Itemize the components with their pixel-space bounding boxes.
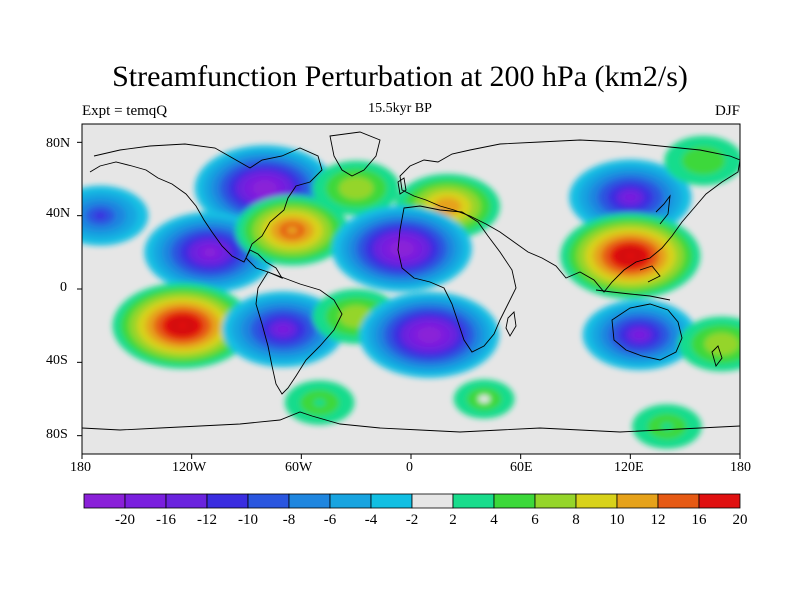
colorbar-swatch-0	[83, 493, 126, 509]
contour-core-12	[423, 330, 436, 339]
contour-core-7	[395, 244, 408, 253]
colorbar-swatch-13	[616, 493, 659, 509]
colorbar-label-7: -2	[405, 512, 419, 528]
colorbar-swatch-3	[206, 493, 249, 509]
contour-core-13	[633, 330, 646, 339]
colorbar-label-13: 12	[650, 512, 666, 528]
colorbar-swatch-8	[411, 493, 454, 509]
contour-core-6	[286, 226, 299, 235]
contour-core-18	[660, 422, 673, 431]
colorbar-swatch-11	[534, 493, 577, 509]
lat-label-40n: 40N	[46, 206, 71, 221]
contour-field	[82, 135, 740, 449]
lon-label-60e: 60E	[510, 460, 533, 475]
lon-label-60w: 60W	[285, 460, 313, 475]
lat-label-80s: 80S	[46, 427, 68, 442]
colorbar-swatch-5	[288, 493, 331, 509]
coastlines	[82, 131, 740, 433]
coastline-japan	[655, 194, 671, 225]
colorbar-swatch-2	[165, 493, 208, 509]
colorbar-label-14: 16	[691, 512, 707, 528]
lon-label-120w: 120W	[172, 460, 207, 475]
axis-ticks	[77, 141, 741, 459]
contour-core-11	[350, 312, 363, 321]
colorbar-swatch-1	[124, 493, 167, 509]
contour-core-9	[176, 321, 189, 330]
contour-core-17	[478, 395, 491, 403]
contour-core-10	[277, 325, 290, 334]
coastline-british-isles	[397, 177, 407, 195]
colorbar-swatch-14	[657, 493, 700, 509]
contour-core-16	[313, 398, 326, 407]
coastline-indonesia	[595, 265, 671, 301]
contour-core-5	[203, 248, 216, 257]
colorbar-swatch-10	[493, 493, 536, 509]
colorbar-label-5: -6	[323, 512, 337, 528]
contour-core-3	[624, 193, 637, 202]
lon-label-120e: 120E	[614, 460, 644, 475]
colorbar-label-1: -16	[156, 512, 176, 528]
colorbar-label-12: 10	[609, 512, 625, 528]
lon-label-180w: 180	[70, 460, 91, 475]
coastline-greenland	[329, 131, 381, 177]
colorbar-swatch-12	[575, 493, 618, 509]
coastline-new-zealand	[711, 345, 723, 367]
lat-label-equator: 0	[60, 280, 67, 295]
colorbar-label-3: -10	[238, 512, 258, 528]
colorbar-label-10: 6	[531, 512, 539, 528]
lat-label-40s: 40S	[46, 353, 68, 368]
colorbar-label-8: 2	[449, 512, 457, 528]
experiment-label: Expt = temqQ	[82, 103, 168, 119]
chart-title: Streamfunction Perturbation at 200 hPa (…	[112, 60, 688, 93]
contour-core-14	[715, 340, 728, 348]
colorbar-label-15: 20	[732, 512, 748, 528]
colorbar-swatch-6	[329, 493, 372, 509]
coastline-madagascar	[505, 311, 517, 337]
lon-label-0: 0	[406, 460, 413, 475]
colorbar-swatch-4	[247, 493, 290, 509]
colorbar-label-2: -12	[197, 512, 217, 528]
colorbar-label-0: -20	[115, 512, 135, 528]
contour-core-2	[441, 202, 454, 211]
colorbar-label-6: -4	[364, 512, 378, 528]
colorbar-swatch-7	[370, 493, 413, 509]
contour-core-8	[624, 252, 637, 260]
coastline-africa	[397, 205, 517, 353]
season-label: DJF	[714, 103, 740, 119]
coastline-north-america	[89, 143, 323, 279]
contour-core-15	[94, 211, 107, 220]
colorbar-label-11: 8	[572, 512, 580, 528]
coastline-eurasia	[399, 139, 740, 293]
coastline-australia	[611, 303, 683, 361]
period-label: 15.5kyr BP	[368, 101, 432, 116]
contour-core-1	[350, 184, 363, 193]
contour-core-0	[258, 184, 271, 193]
contour-core-4	[697, 156, 710, 165]
colorbar-swatch-9	[452, 493, 495, 509]
coastline-south-america	[255, 271, 343, 395]
lat-label-80n: 80N	[46, 136, 71, 151]
coastline-antarctica	[82, 411, 740, 433]
lon-label-180e: 180	[730, 460, 751, 475]
colorbar-swatch-15	[698, 493, 741, 509]
colorbar-label-4: -8	[282, 512, 296, 528]
colorbar-label-9: 4	[490, 512, 498, 528]
